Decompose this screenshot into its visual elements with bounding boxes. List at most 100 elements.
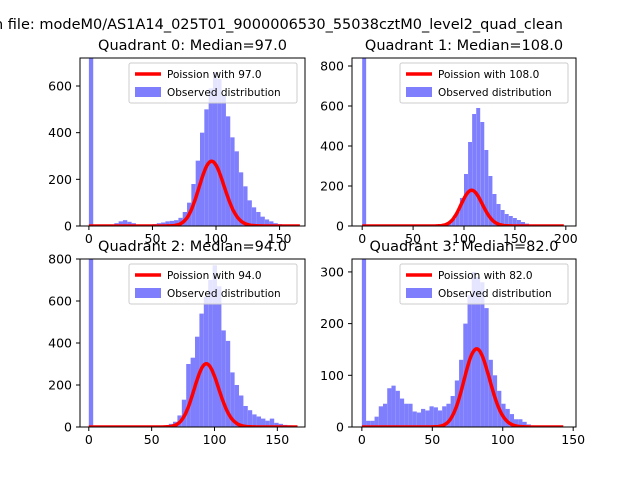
quadrant-3-hist-bar xyxy=(361,259,367,427)
quadrant-1-hist-bar xyxy=(508,216,513,226)
quadrant-2-poisson-curve xyxy=(88,362,298,427)
quadrant-1-hist-bar xyxy=(516,220,521,226)
quadrant-2-ytick-label: 800 xyxy=(48,252,72,267)
quadrant-0-legend-observed-swatch xyxy=(135,87,161,97)
quadrant-1-hist-bar xyxy=(504,214,509,226)
quadrant-1-hist-bar xyxy=(362,58,367,226)
quadrant-0-ytick-label: 0 xyxy=(64,219,72,234)
quadrant-1-hist-bar xyxy=(496,204,501,226)
quadrant-2-xtick-label: 50 xyxy=(144,432,160,447)
quadrant-0-legend-observed-label: Observed distribution xyxy=(167,87,281,99)
quadrant-3-hist-bar xyxy=(408,403,413,427)
quadrant-3-hist-bar xyxy=(518,419,523,427)
quadrant-3-hist-bar xyxy=(514,419,519,427)
quadrant-2-hist-bar xyxy=(269,418,275,427)
quadrant-3-xtick-label: 100 xyxy=(491,432,515,447)
quadrant-2-hist-bar xyxy=(88,259,94,427)
quadrant-2-hist-bar xyxy=(208,280,213,427)
quadrant-3-hist-bar xyxy=(382,403,388,427)
quadrant-2-xtick-label: 150 xyxy=(265,432,289,447)
quadrant-2-hist-bar xyxy=(274,422,279,427)
quadrant-2-ytick-label: 200 xyxy=(48,378,72,393)
quadrant-0-hist-bar xyxy=(251,207,257,226)
quadrant-0-hist-bar xyxy=(269,221,274,226)
quadrant-3-hist-bar xyxy=(433,407,438,427)
quadrant-2-hist-bar xyxy=(230,372,235,427)
quadrant-3-hist-bar xyxy=(505,408,510,427)
quadrant-0-ytick-label: 400 xyxy=(48,125,72,140)
quadrant-2-ytick-label: 400 xyxy=(48,336,72,351)
quadrant-1-legend-poisson-label: Poission with 108.0 xyxy=(438,69,539,81)
quadrant-3-hist-bar xyxy=(374,416,379,427)
quadrant-1-ytick-label: 800 xyxy=(320,59,344,74)
quadrant-2-xtick-label: 100 xyxy=(203,432,227,447)
quadrant-0-ytick-label: 200 xyxy=(48,172,72,187)
quadrant-2-hist-bar xyxy=(239,395,244,427)
quadrant-1-plot xyxy=(361,58,565,226)
quadrant-0-title: Quadrant 0: Median=97.0 xyxy=(98,38,287,54)
quadrant-1-ytick-label: 0 xyxy=(336,219,344,234)
quadrant-0-hist-bar xyxy=(174,220,179,226)
quadrant-3-hist-bar xyxy=(378,406,383,427)
quadrant-3-poisson-curve xyxy=(361,347,564,427)
quadrant-0-hist-bar xyxy=(243,186,248,226)
quadrant-0-hist-bar xyxy=(234,151,239,226)
quadrant-3-hist-bar xyxy=(488,359,493,427)
quadrant-0-hist-bar xyxy=(217,79,222,226)
quadrant-3-hist-bar xyxy=(391,385,396,427)
quadrant-3-hist-bar xyxy=(399,398,405,427)
quadrant-0-hist-bar xyxy=(169,220,175,226)
quadrant-0-hist-bar xyxy=(230,137,235,226)
quadrant-3-hist-bar xyxy=(509,414,515,427)
quadrant-1-poisson-curve xyxy=(361,188,565,226)
quadrant-2-hist-bar xyxy=(225,340,231,427)
quadrant-0-hist-bar xyxy=(238,172,244,226)
quadrant-3-hist-bar xyxy=(522,421,527,427)
quadrant-0-hist-bar xyxy=(247,200,252,226)
quadrant-2-legend-observed-label: Observed distribution xyxy=(167,288,281,300)
quadrant-2-plot xyxy=(88,259,298,427)
quadrant-0-hist-bar xyxy=(122,220,128,226)
quadrant-1-xtick-label: 200 xyxy=(554,231,578,246)
quadrant-3-hist-bar xyxy=(404,403,409,427)
quadrant-2-hist-bar xyxy=(265,420,270,427)
quadrant-2-legend-poisson-label: Poission with 94.0 xyxy=(167,270,262,282)
quadrant-1-legend-observed-label: Observed distribution xyxy=(438,87,552,99)
quadrant-3-hist-bar xyxy=(475,277,481,427)
quadrant-1-hist-bar xyxy=(451,219,456,226)
quadrant-2-hist-bar xyxy=(261,418,266,427)
quadrant-0-ytick-label: 600 xyxy=(48,79,72,94)
quadrant-0-plot xyxy=(88,58,301,226)
quadrant-3-hist-bar xyxy=(446,403,451,427)
quadrant-1-hist-bar xyxy=(492,194,497,226)
quadrant-2-ytick-label: 0 xyxy=(64,420,72,435)
quadrant-1-hist-bar xyxy=(512,218,517,226)
quadrant-2-ytick-label: 600 xyxy=(48,294,72,309)
quadrant-2-hist-bar xyxy=(212,265,218,427)
quadrant-0-hist-bar xyxy=(225,116,231,226)
quadrant-3-axes-frame xyxy=(351,258,577,428)
quadrant-0-legend-poisson-label: Poission with 97.0 xyxy=(167,69,262,81)
quadrant-0-xtick-label: 150 xyxy=(268,231,292,246)
quadrant-3-xtick-label: 150 xyxy=(561,432,585,447)
quadrant-1-xtick-label: 100 xyxy=(452,231,476,246)
quadrant-3-legend-box xyxy=(399,263,569,305)
quadrant-1-xtick-label: 50 xyxy=(405,231,421,246)
quadrant-3-legend-observed-swatch xyxy=(406,288,432,298)
quadrant-2-hist-bar xyxy=(186,364,191,427)
quadrant-1-hist-bar xyxy=(500,210,505,226)
quadrant-3-hist-bar xyxy=(412,411,417,427)
quadrant-0-hist-bar xyxy=(88,58,94,226)
quadrant-1-hist-bar xyxy=(484,150,489,226)
quadrant-0-hist-bar xyxy=(127,221,132,226)
quadrant-3-hist-bar xyxy=(429,406,434,427)
quadrant-0-xtick-label: 0 xyxy=(85,231,93,246)
quadrant-2-hist-bar xyxy=(217,286,222,427)
quadrant-0-hist-bar xyxy=(212,72,218,226)
quadrant-0-xtick-label: 50 xyxy=(145,231,161,246)
quadrant-2-xtick-label: 0 xyxy=(85,432,93,447)
quadrant-1-ytick-label: 400 xyxy=(320,139,344,154)
quadrant-3-hist-bar xyxy=(387,388,392,427)
quadrant-1-hist-bar xyxy=(488,176,493,226)
